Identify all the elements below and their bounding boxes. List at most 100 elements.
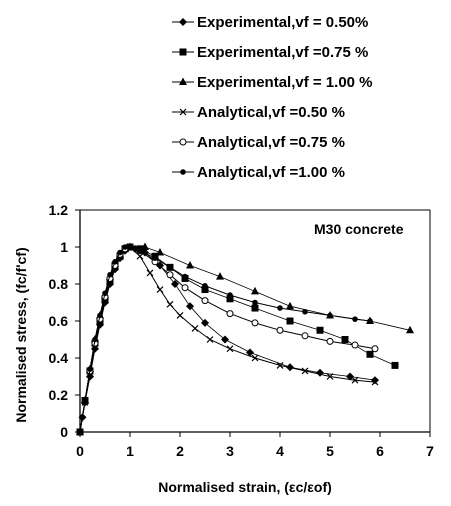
legend-marker bbox=[179, 77, 187, 85]
data-point bbox=[182, 273, 188, 280]
data-point bbox=[346, 372, 354, 381]
legend-label: Analytical,vf =1.00 % bbox=[197, 164, 345, 181]
legend-label: Experimental,vf = 0.50% bbox=[197, 14, 368, 31]
data-point bbox=[371, 378, 379, 386]
data-point bbox=[167, 264, 173, 271]
plot-area: M30 concrete bbox=[76, 209, 431, 436]
data-point bbox=[156, 248, 164, 256]
legend-label: Analytical,vf =0.50 % bbox=[197, 104, 345, 121]
data-point bbox=[246, 348, 254, 357]
data-point bbox=[341, 336, 349, 343]
data-point bbox=[146, 269, 154, 277]
data-point bbox=[226, 295, 234, 303]
data-point bbox=[327, 312, 333, 319]
data-point bbox=[112, 259, 118, 265]
y-tick-label: 1 bbox=[60, 239, 68, 255]
data-point bbox=[251, 319, 259, 327]
data-point bbox=[216, 272, 224, 280]
legend-label: Experimental,vf = 1.00 % bbox=[197, 74, 373, 91]
data-point bbox=[252, 299, 258, 306]
data-point bbox=[166, 271, 174, 279]
data-point bbox=[166, 300, 174, 308]
data-point bbox=[351, 376, 359, 384]
data-point bbox=[276, 361, 284, 369]
legend-label: Analytical,vf =0.75 % bbox=[197, 134, 345, 151]
data-point bbox=[301, 332, 309, 340]
y-tick-label: 0 bbox=[60, 424, 68, 440]
data-point bbox=[277, 305, 283, 311]
data-point bbox=[171, 280, 179, 288]
legend-entry: Analytical,vf =0.75 % bbox=[172, 134, 345, 151]
data-point bbox=[351, 341, 359, 349]
data-point bbox=[102, 290, 108, 297]
x-tick-label: 0 bbox=[76, 443, 84, 459]
data-point bbox=[326, 373, 334, 380]
data-point bbox=[136, 252, 144, 260]
data-point bbox=[97, 312, 103, 319]
y-tick-label: 0.4 bbox=[49, 350, 69, 366]
data-point bbox=[201, 297, 209, 305]
legend-entry: Experimental,vf = 1.00 % bbox=[172, 74, 373, 91]
data-point bbox=[391, 361, 399, 369]
legend-entry: Experimental,vf =0.75 % bbox=[172, 44, 368, 61]
legend-marker bbox=[179, 18, 187, 26]
x-tick-label: 2 bbox=[176, 443, 184, 459]
data-point bbox=[201, 286, 209, 294]
series-line bbox=[79, 246, 411, 433]
legend-entry: Analytical,vf =1.00 % bbox=[172, 164, 345, 181]
x-tick-labels: 0 1 2 3 4 5 6 7 bbox=[76, 432, 434, 459]
data-point bbox=[326, 337, 334, 345]
x-tick-label: 7 bbox=[426, 443, 434, 459]
data-point bbox=[286, 317, 294, 325]
data-point bbox=[181, 284, 189, 292]
data-point bbox=[82, 397, 88, 404]
y-tick-label: 0.8 bbox=[49, 276, 69, 292]
data-point bbox=[122, 244, 128, 250]
legend: Experimental,vf = 0.50% Experimental,vf =… bbox=[172, 14, 373, 181]
legend-marker bbox=[179, 48, 187, 56]
data-point bbox=[226, 310, 234, 318]
x-tick-label: 4 bbox=[276, 443, 284, 459]
data-point bbox=[186, 261, 194, 269]
data-point bbox=[301, 367, 309, 375]
series-1 bbox=[76, 243, 379, 436]
data-point bbox=[127, 244, 133, 250]
data-point bbox=[141, 242, 149, 250]
data-point bbox=[371, 345, 379, 353]
y-tick-label: 0.2 bbox=[49, 387, 69, 403]
data-point bbox=[316, 326, 324, 334]
x-tick-label: 1 bbox=[126, 443, 134, 459]
data-point bbox=[352, 316, 358, 322]
data-point bbox=[191, 324, 199, 332]
data-point bbox=[406, 325, 414, 334]
data-point bbox=[117, 249, 123, 256]
data-point bbox=[366, 350, 374, 358]
data-point bbox=[302, 308, 308, 315]
data-point bbox=[286, 301, 294, 310]
data-point bbox=[367, 318, 373, 324]
series-layer bbox=[76, 242, 414, 436]
data-point bbox=[152, 255, 158, 261]
data-point bbox=[226, 345, 234, 353]
x-tick-label: 5 bbox=[326, 443, 334, 459]
data-point bbox=[186, 302, 194, 311]
data-point bbox=[156, 286, 164, 293]
data-point bbox=[316, 368, 324, 377]
x-tick-label: 6 bbox=[376, 443, 384, 459]
legend-marker bbox=[179, 108, 187, 116]
data-point bbox=[221, 335, 229, 344]
series-2 bbox=[76, 243, 399, 436]
data-point bbox=[206, 336, 214, 343]
data-point bbox=[176, 312, 184, 319]
y-axis-label: Normalised stress, (fc/f'cf) bbox=[13, 247, 29, 422]
x-axis-label: Normalised strain, (εc/εof) bbox=[158, 479, 332, 495]
data-point bbox=[202, 283, 208, 289]
series-3 bbox=[76, 242, 414, 435]
data-point bbox=[227, 292, 233, 298]
legend-marker bbox=[180, 169, 186, 175]
legend-marker bbox=[179, 138, 187, 146]
y-tick-labels: 0 0.2 0.4 0.6 0.8 1 1.2 bbox=[49, 202, 80, 440]
data-point bbox=[92, 336, 98, 343]
x-tick-label: 3 bbox=[226, 443, 234, 459]
data-point bbox=[371, 376, 379, 385]
